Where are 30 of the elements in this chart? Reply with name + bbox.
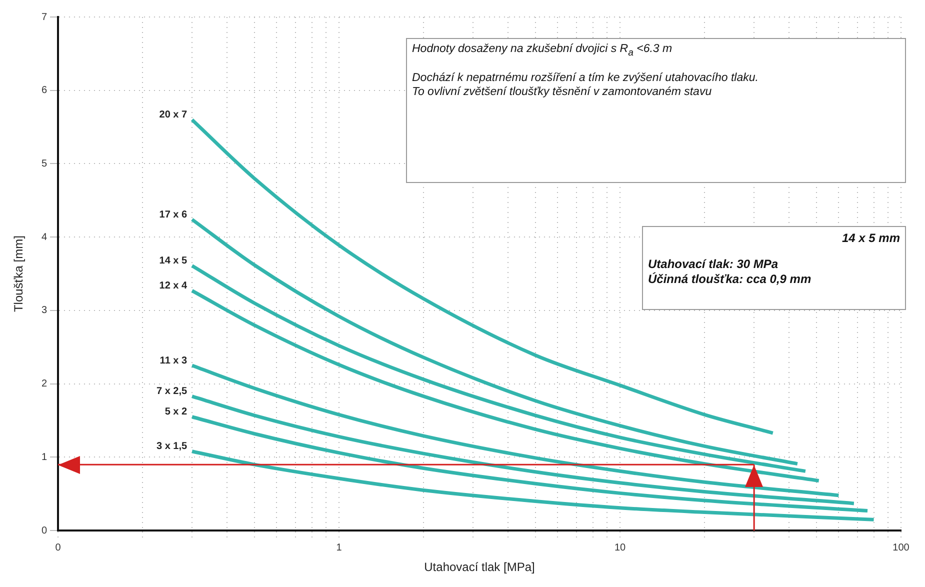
- y-tick-label: 3: [41, 305, 48, 316]
- annotation: Dochází k nepatrnému rozšíření a tím ke zvýšení utahovacího tlaku.: [412, 72, 760, 84]
- y-tick-label: 2: [41, 378, 48, 390]
- y-tick-label: 7: [41, 12, 48, 23]
- annotation: Hodnoty dosaženy na zkušební dvojici s R$_{a}$ <6.3 m: [412, 43, 674, 58]
- x-tick-label: 1: [336, 542, 342, 554]
- series-label: 17 x 6: [159, 209, 188, 220]
- series-label: 12 x 4: [159, 280, 188, 292]
- annotation: Účinná tloušťka: cca 0,9 mm: [648, 272, 812, 286]
- y-tick-label: 6: [41, 85, 48, 96]
- annotation: Utahovací tlak: 30 MPa: [648, 257, 780, 271]
- y-tick-label: 1: [41, 452, 48, 463]
- series-label: 11 x 3: [160, 355, 188, 366]
- x-tick-label: 10: [614, 542, 626, 554]
- text-box: 14 x 5 mm Utahovací tlak: 30 MPa Účinná tloušťka: cca 0,9 mm: [642, 226, 906, 310]
- text-box: Hodnoty dosaženy na zkušební dvojici s R$_{a}$ <6.3 m Dochází k nepatrnému rozšíření a tím ke zvýšení utahovacího tlaku. To ovlivní zvětšení tloušťky těsnění v zamontovaném stavu: [406, 38, 906, 183]
- series-label: 7 x 2,5: [156, 386, 188, 398]
- x-tick-label: 0: [55, 542, 62, 554]
- series-label: 20 x 7: [159, 109, 188, 120]
- x-tick-label: 100: [892, 542, 910, 554]
- y-tick-label: 5: [41, 158, 48, 170]
- x-axis-title: Utahovací tlak [MPa]: [424, 560, 535, 574]
- annotation: To ovlivní zvětšení tloušťky těsnění v zamontovaném stavu: [412, 86, 713, 98]
- y-tick-label: 4: [41, 232, 48, 243]
- series-label: 14 x 5: [159, 255, 188, 266]
- annotation: 14 x 5 mm: [840, 231, 900, 245]
- series-label: 3 x 1,5: [156, 441, 188, 452]
- y-axis-title: Tloušťka [mm]: [12, 236, 26, 312]
- series-label: 5 x 2: [164, 406, 188, 418]
- y-tick-label: 0: [41, 525, 48, 536]
